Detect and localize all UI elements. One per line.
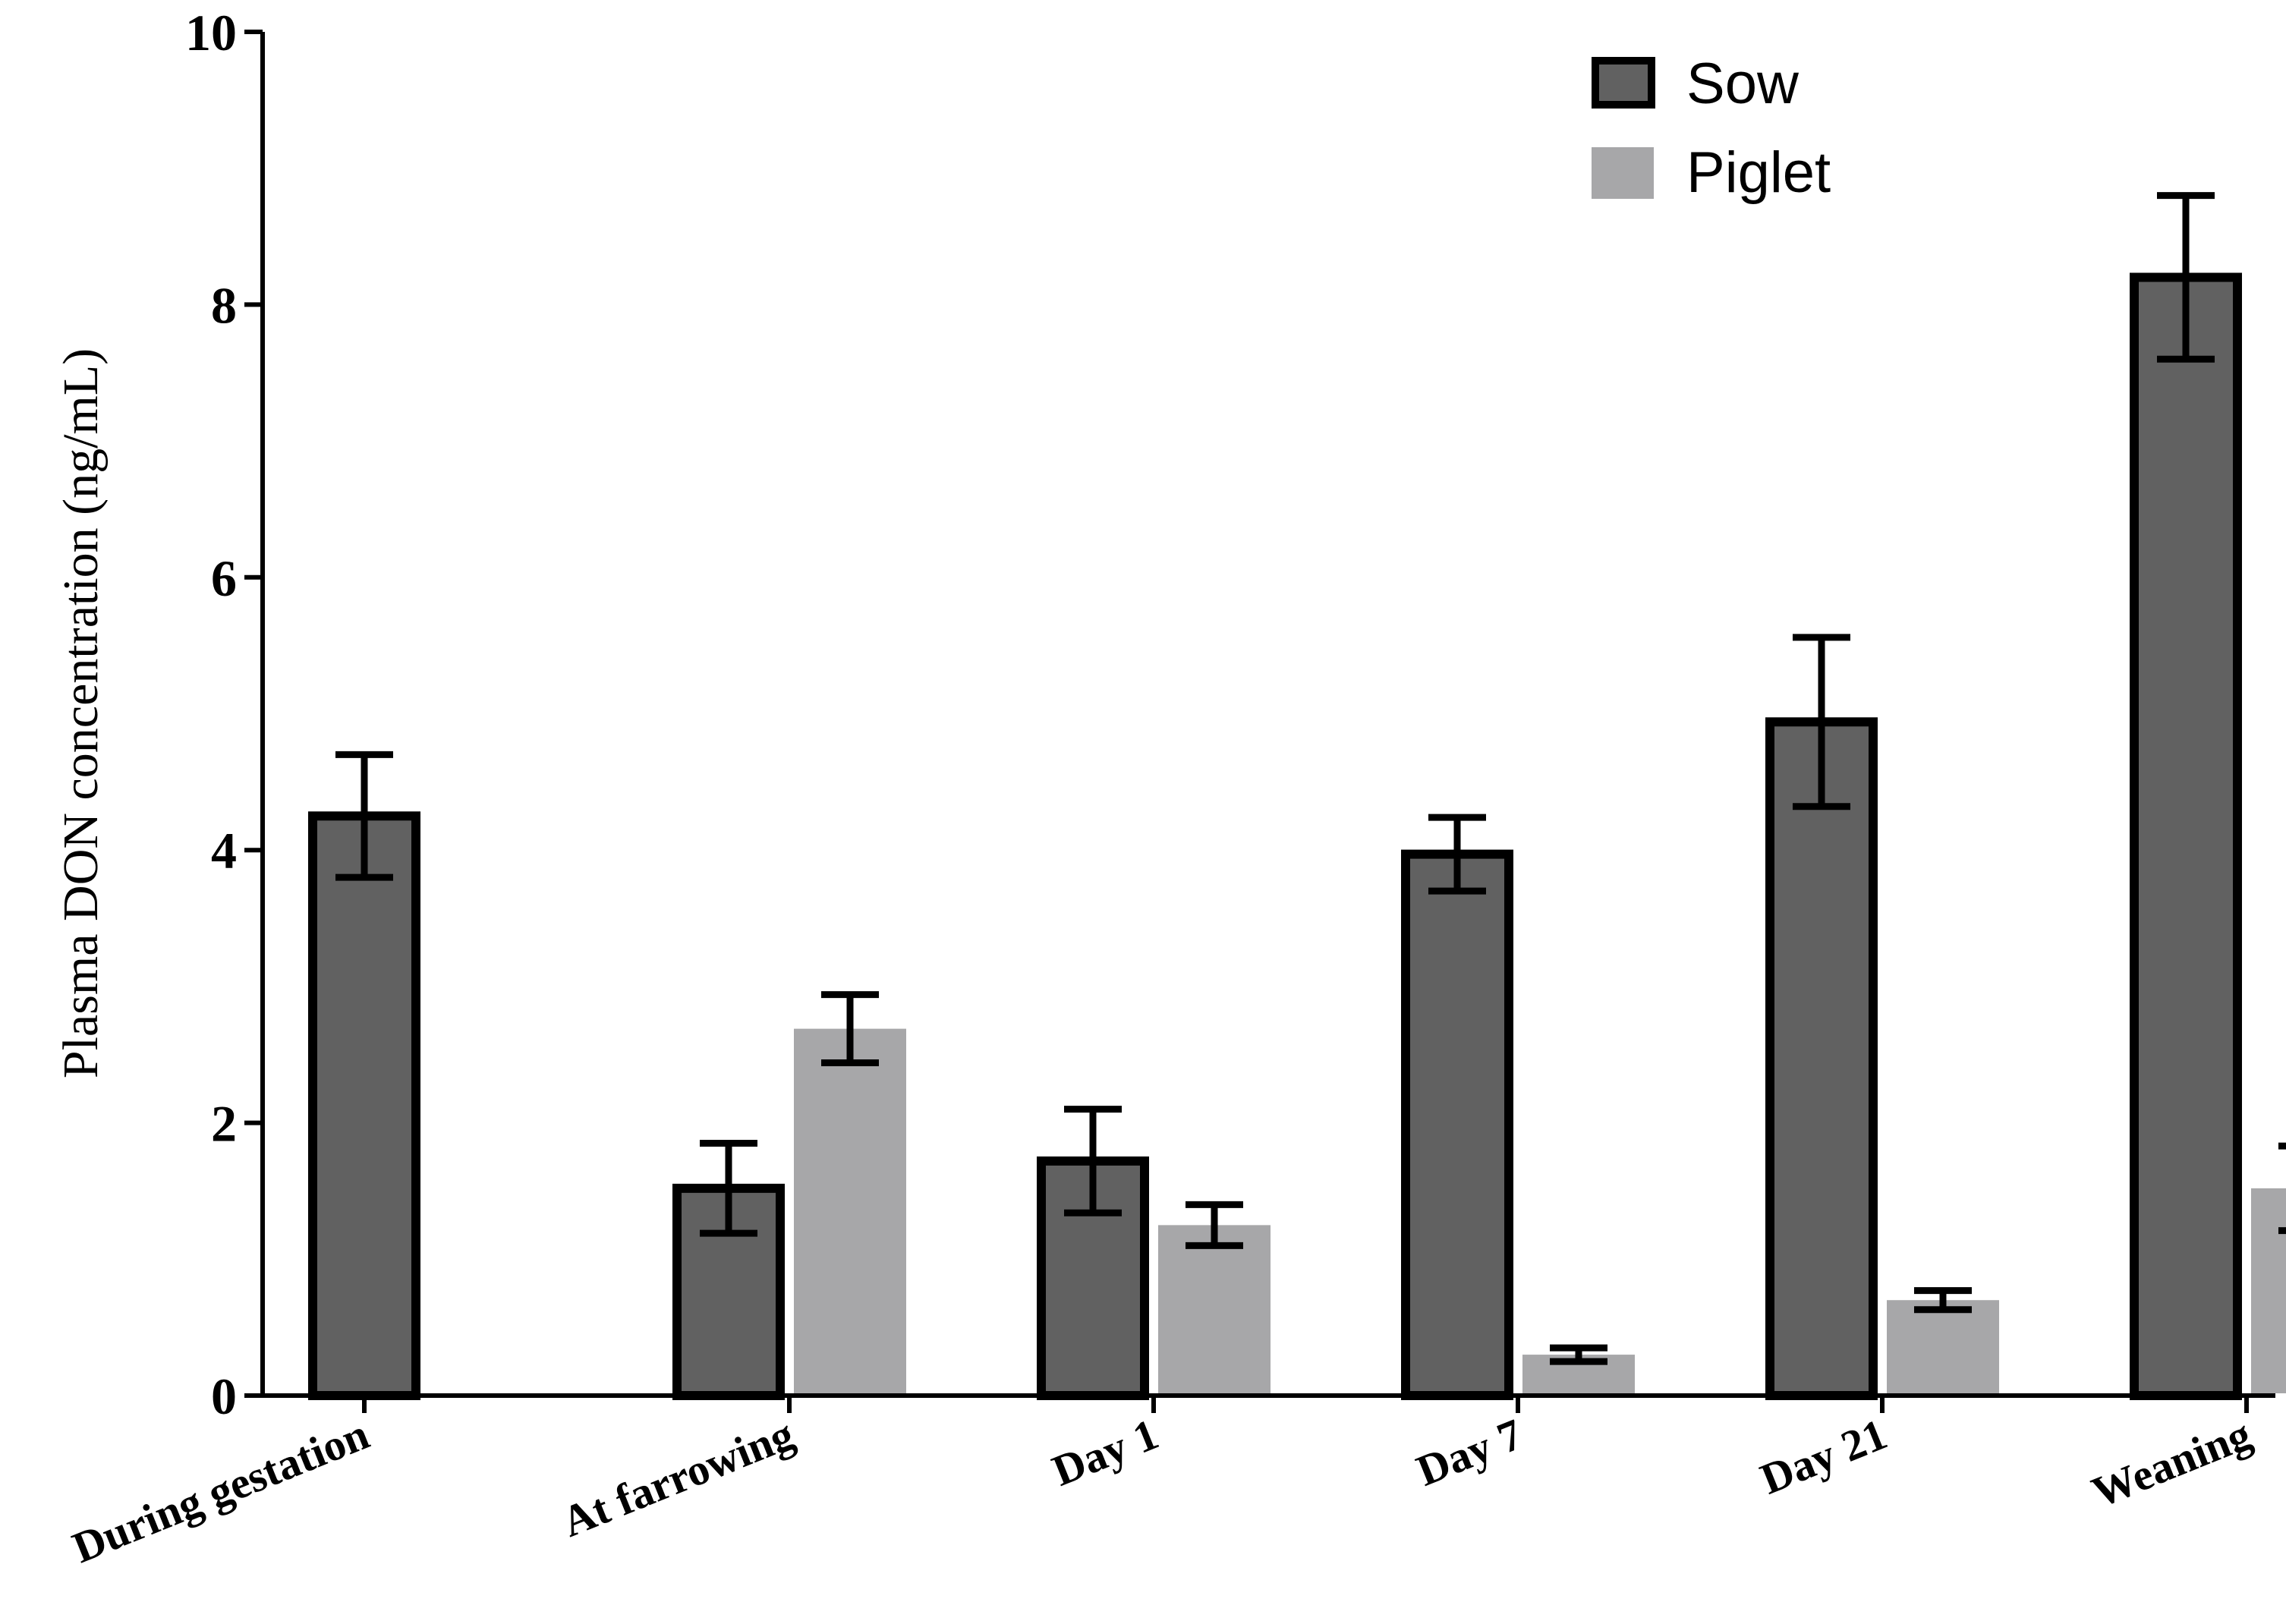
error-bars — [335, 192, 2286, 1365]
y-tick-label: 4 — [211, 822, 237, 880]
x-ticks: During gestation At farrowing Day 1 Day 7 Da… — [66, 1396, 2258, 1572]
y-tick-label: 2 — [211, 1095, 237, 1153]
x-tick-label: Day 1 — [1046, 1409, 1165, 1496]
y-tick-label: 10 — [185, 4, 237, 61]
bar-sow — [2130, 272, 2242, 1401]
x-tick-label: Day 7 — [1410, 1409, 1529, 1496]
x-tick-label: At farrowing — [555, 1409, 801, 1547]
bars — [308, 272, 2286, 1401]
legend-swatch-piglet — [1592, 147, 1654, 199]
y-tick-label: 0 — [211, 1367, 237, 1425]
x-tick-label: Weaning — [2085, 1409, 2258, 1517]
y-tick-label: 8 — [211, 276, 237, 334]
axes — [260, 32, 2275, 1398]
legend-label-sow: Sow — [1686, 52, 1800, 116]
bar-sow — [308, 811, 420, 1400]
y-ticks: 0 2 4 6 8 10 — [185, 4, 263, 1425]
y-axis-title: Plasma DON concentration (ng/mL) — [53, 348, 109, 1078]
bar-piglet — [1158, 1225, 1271, 1393]
bar-piglet — [1887, 1300, 1999, 1393]
x-tick-label: Day 21 — [1754, 1409, 1894, 1504]
bar-sow — [1765, 717, 1878, 1400]
legend-swatch-sow — [1592, 57, 1655, 109]
y-tick-label: 6 — [211, 549, 237, 607]
legend-label-piglet: Piglet — [1686, 140, 1831, 205]
bar-piglet — [794, 1028, 906, 1393]
bar-sow — [1401, 849, 1513, 1400]
x-tick-label: During gestation — [66, 1409, 376, 1572]
bar-piglet — [2251, 1188, 2286, 1393]
legend: Sow Piglet — [1592, 52, 1831, 205]
